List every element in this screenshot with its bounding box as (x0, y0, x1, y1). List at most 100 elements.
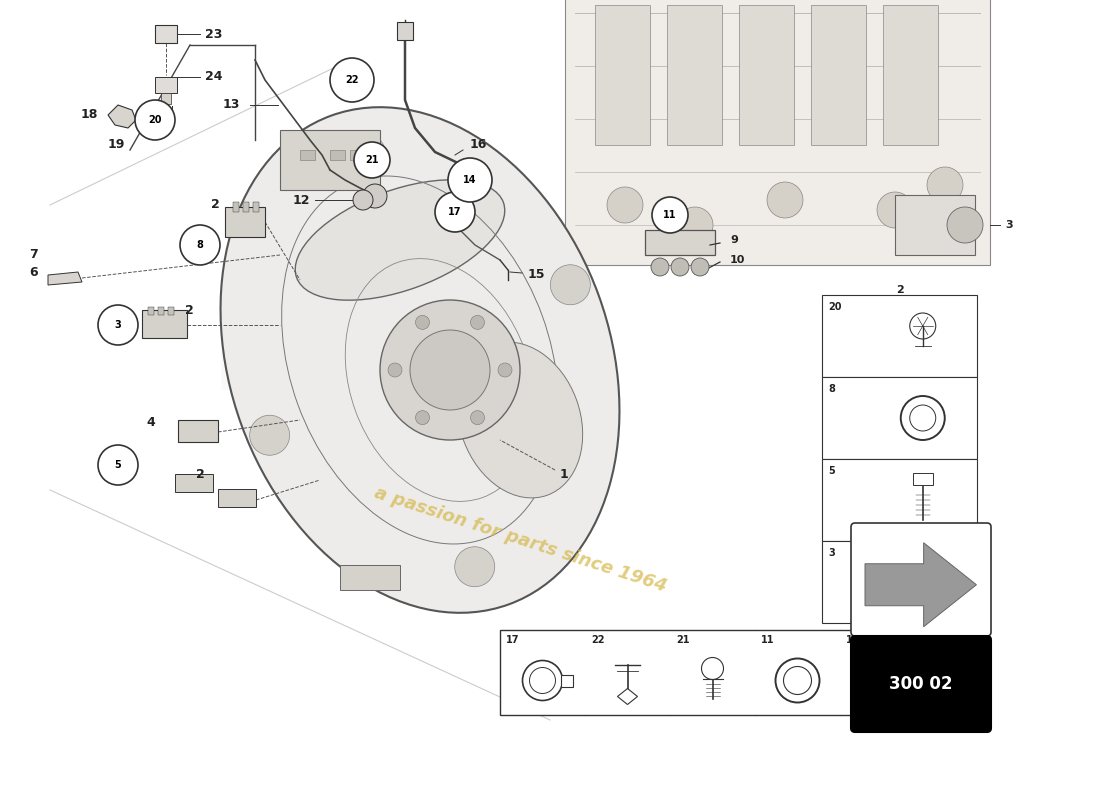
Text: 8: 8 (197, 240, 204, 250)
Bar (913, 555, 933, 567)
Circle shape (471, 410, 484, 425)
Polygon shape (48, 272, 82, 285)
Bar (739, 5, 794, 145)
Circle shape (913, 551, 933, 571)
Text: 12: 12 (293, 194, 310, 206)
Bar (565, 0, 990, 265)
Circle shape (550, 265, 591, 305)
Text: 17: 17 (506, 635, 519, 645)
Bar (822, 377, 977, 459)
Text: 2: 2 (210, 198, 219, 210)
Text: 24: 24 (205, 70, 222, 83)
Bar (500, 630, 925, 715)
Circle shape (877, 192, 913, 228)
FancyBboxPatch shape (851, 523, 991, 636)
Text: 14: 14 (846, 635, 859, 645)
Text: a passion for parts since 1964: a passion for parts since 1964 (372, 484, 669, 596)
Bar (350, 150, 365, 160)
Bar (822, 541, 977, 623)
Bar (300, 150, 315, 160)
Circle shape (651, 258, 669, 276)
Bar (218, 489, 256, 507)
Bar (822, 295, 977, 377)
Text: 21: 21 (365, 155, 378, 165)
Text: 300 02: 300 02 (889, 675, 953, 693)
Bar (158, 307, 164, 315)
Polygon shape (865, 542, 977, 626)
Bar (142, 310, 187, 338)
Text: 23: 23 (205, 27, 222, 41)
Ellipse shape (220, 107, 619, 613)
Polygon shape (617, 689, 638, 705)
Circle shape (498, 363, 512, 377)
Text: 5: 5 (828, 466, 835, 476)
Bar (883, 5, 938, 145)
Text: 22: 22 (591, 635, 605, 645)
Circle shape (671, 258, 689, 276)
Circle shape (691, 258, 710, 276)
Text: 8: 8 (828, 384, 835, 394)
Bar (168, 307, 174, 315)
Text: 13: 13 (222, 98, 240, 111)
Bar (280, 130, 380, 190)
Text: 5: 5 (114, 460, 121, 470)
Text: 2: 2 (896, 285, 904, 295)
Bar (175, 474, 213, 492)
Text: 6: 6 (30, 266, 38, 279)
Bar (253, 202, 258, 212)
Bar (243, 202, 249, 212)
Circle shape (652, 197, 688, 233)
Circle shape (910, 313, 936, 339)
Text: 16: 16 (470, 138, 487, 151)
Polygon shape (108, 105, 136, 128)
Circle shape (345, 134, 385, 174)
Bar (178, 420, 218, 442)
Circle shape (180, 225, 220, 265)
Text: 7: 7 (30, 249, 38, 262)
Text: 20: 20 (148, 115, 162, 125)
Text: 3: 3 (828, 548, 835, 558)
Text: 1: 1 (560, 469, 569, 482)
Text: 18: 18 (80, 109, 98, 122)
Text: 4: 4 (146, 415, 155, 429)
FancyBboxPatch shape (851, 636, 991, 732)
Text: 3: 3 (1005, 220, 1013, 230)
Circle shape (767, 182, 803, 218)
Circle shape (250, 415, 289, 455)
Text: 2: 2 (185, 303, 194, 317)
Text: 11: 11 (663, 210, 676, 220)
Text: EPC: EPC (210, 306, 450, 414)
Circle shape (454, 546, 495, 586)
Circle shape (98, 305, 138, 345)
Bar (811, 5, 866, 145)
Bar (340, 565, 400, 590)
Circle shape (354, 142, 390, 178)
Circle shape (702, 658, 724, 679)
Ellipse shape (295, 180, 505, 300)
Circle shape (947, 207, 983, 243)
Text: 20: 20 (828, 302, 842, 312)
Bar (595, 5, 650, 145)
Text: 10: 10 (730, 255, 746, 265)
Circle shape (676, 207, 713, 243)
Circle shape (379, 300, 520, 440)
Circle shape (607, 187, 644, 223)
Text: 9: 9 (730, 235, 738, 245)
Circle shape (363, 184, 387, 208)
Bar (233, 202, 239, 212)
Bar (148, 307, 154, 315)
Text: 17: 17 (449, 207, 462, 217)
Bar (822, 459, 977, 541)
Circle shape (416, 315, 429, 330)
Bar (155, 77, 177, 93)
Circle shape (135, 100, 175, 140)
Text: 15: 15 (528, 269, 546, 282)
Bar (226, 207, 265, 237)
Bar (667, 5, 722, 145)
Bar (330, 150, 345, 160)
Circle shape (471, 315, 484, 330)
Bar (645, 230, 715, 255)
Circle shape (410, 330, 490, 410)
Text: 3: 3 (114, 320, 121, 330)
Circle shape (388, 363, 401, 377)
